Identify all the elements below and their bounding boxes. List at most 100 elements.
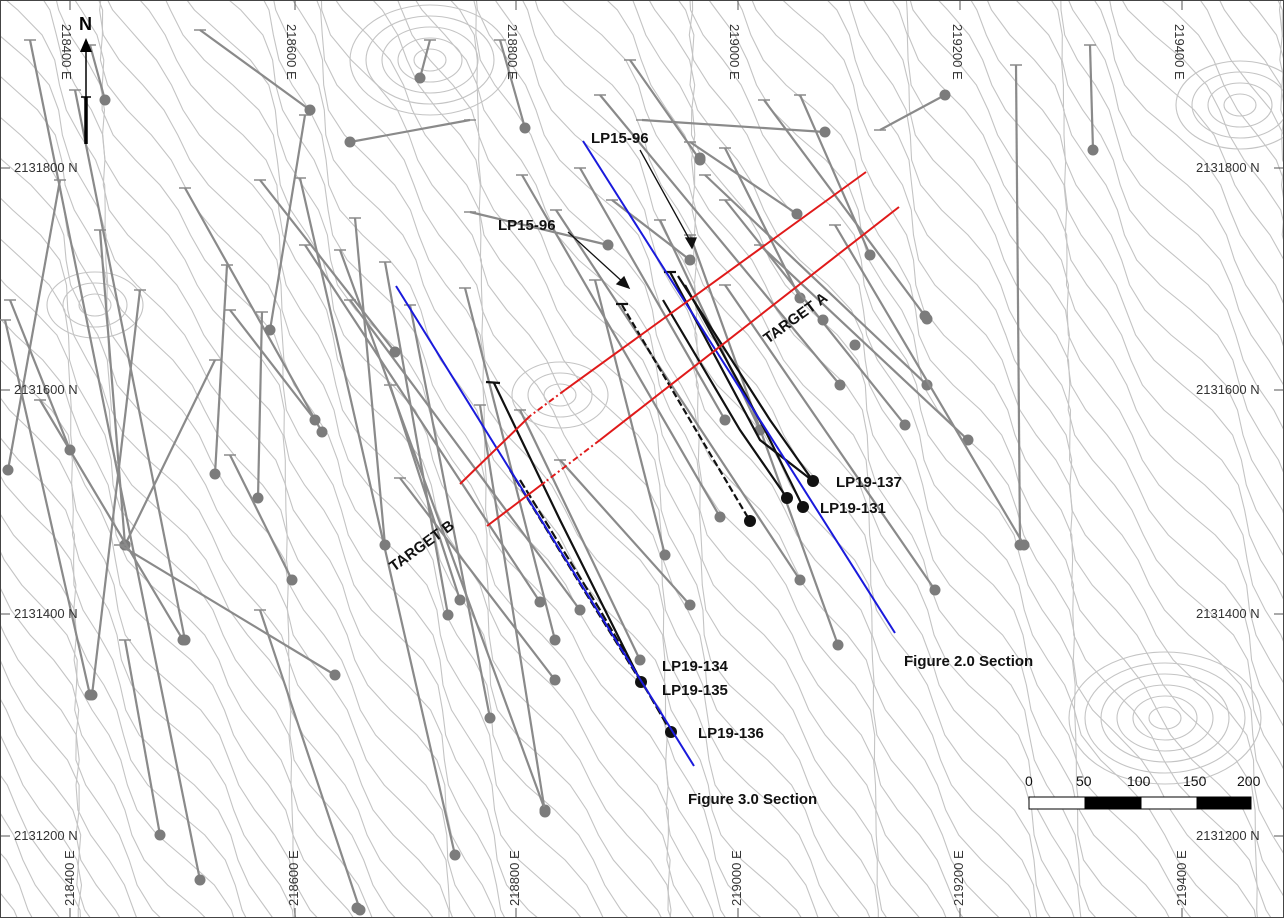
northing-right-2131200: 2131200 N (1196, 828, 1260, 843)
contour-line (55, 0, 539, 918)
hole-trace (338, 249, 547, 811)
easting-labels-top: 218400 E 218600 E 218800 E 219000 E 2192… (59, 24, 1187, 80)
contour-line (372, 0, 879, 918)
hole-end-marker (899, 419, 911, 431)
target-line-upper-solid-b (459, 415, 531, 485)
contour-line (165, 0, 672, 918)
hole-end-marker (309, 414, 321, 426)
contour-line (98, 0, 604, 918)
hole-end-marker (549, 674, 561, 686)
scale-seg-4 (1196, 796, 1252, 810)
contour-line (335, 0, 871, 918)
contour-line (0, 549, 207, 918)
hole-end-marker (817, 314, 829, 326)
hole-trace (259, 179, 396, 353)
contour-line (42, 0, 506, 918)
hole-trace-lp15-96-a (669, 271, 814, 482)
contour-line (0, 697, 92, 918)
hole-trace (521, 174, 721, 518)
contour-ring (381, 26, 479, 94)
contour-line (891, 0, 1284, 729)
section-line-figure-3 (395, 285, 695, 767)
hole-trace (73, 89, 187, 641)
hole-trace (213, 264, 229, 475)
label-lp19-131: LP19-131 (820, 500, 886, 517)
scale-tick-100: 100 (1127, 773, 1151, 789)
hole-end-marker (819, 126, 831, 138)
contour-line (781, 0, 1284, 898)
hole-trace (119, 544, 336, 676)
contour-line (1015, 0, 1284, 475)
contour-ring (1175, 60, 1284, 150)
contour-line (0, 512, 235, 918)
hole-end-marker (659, 549, 671, 561)
hole-trace (519, 409, 641, 661)
contour-line (0, 238, 373, 918)
hole-trace (258, 609, 362, 911)
contour-ring (1068, 651, 1262, 785)
hole-end-marker (602, 239, 614, 251)
hole-end-marker (84, 689, 96, 701)
leader-arrowhead-lower (615, 275, 631, 290)
contour-ring (1116, 684, 1214, 752)
hole-trace (559, 459, 691, 606)
hole-trace (349, 299, 581, 611)
hole-end-marker (2, 464, 14, 476)
hole-end-marker (177, 634, 189, 646)
contour-line (273, 0, 763, 918)
scale-tick-0: 0 (1025, 773, 1033, 789)
contour-line (736, 0, 1258, 918)
hole-end-marker (794, 292, 806, 304)
hole-end-marker (694, 152, 706, 164)
contour-line (0, 75, 454, 918)
contour-line (1121, 0, 1284, 288)
contour-ring (1207, 82, 1273, 128)
hole-end-marker (449, 849, 461, 861)
leader-arrowhead-upper (684, 237, 697, 250)
hole-trace (1088, 44, 1095, 151)
hole-end-marker (574, 604, 586, 616)
hole-trace (408, 304, 492, 719)
target-line-lower-dashed (544, 439, 601, 483)
hole-trace (724, 284, 936, 591)
scale-tick-50: 50 (1076, 773, 1092, 789)
easting-top-218600: 218600 E (284, 24, 299, 80)
northing-right-2131800: 2131800 N (1196, 160, 1260, 175)
contour-line (1218, 0, 1284, 165)
contour-line (0, 35, 477, 918)
contour-line (74, 0, 582, 918)
easting-bottom-219000: 219000 E (729, 850, 744, 906)
hole-end-marker (454, 594, 466, 606)
target-line-lower-solid (599, 206, 900, 441)
contour-line (862, 0, 1284, 771)
hole-end-marker (962, 434, 974, 446)
hole-end-marker (921, 379, 933, 391)
hole-trace (98, 229, 127, 546)
northing-left-2131600: 2131600 N (14, 382, 78, 397)
contour-ring (365, 15, 495, 105)
hole-trace (704, 174, 928, 386)
scale-seg-2 (1084, 796, 1142, 810)
scale-seg-3 (1140, 796, 1198, 810)
collar-lp19-130 (781, 492, 793, 504)
label-lp15-96-upper: LP15-96 (591, 130, 649, 147)
contour-line (708, 0, 1257, 918)
hole-trace (611, 199, 691, 261)
hole-labels: LP15-96 LP15-96 LP19-137 LP19-131 LP19-1… (498, 130, 902, 742)
hole-end-marker (194, 874, 206, 886)
hole-end-marker (484, 712, 496, 724)
target-line-lower-solid-b (486, 481, 546, 527)
northing-right-2131600: 2131600 N (1196, 382, 1260, 397)
label-lp19-135: LP19-135 (662, 682, 728, 699)
hole-collar-bar-lp19-134 (485, 380, 501, 385)
contour-line (1199, 0, 1284, 205)
easting-bottom-218600: 218600 E (286, 850, 301, 906)
hole-end-marker (714, 511, 726, 523)
contour-line (677, 0, 1170, 918)
hole-end-marker (534, 596, 546, 608)
scale-bar: 0 50 100 150 200 (1025, 773, 1261, 810)
hole-trace (388, 384, 462, 601)
hole-end-marker (414, 72, 426, 84)
